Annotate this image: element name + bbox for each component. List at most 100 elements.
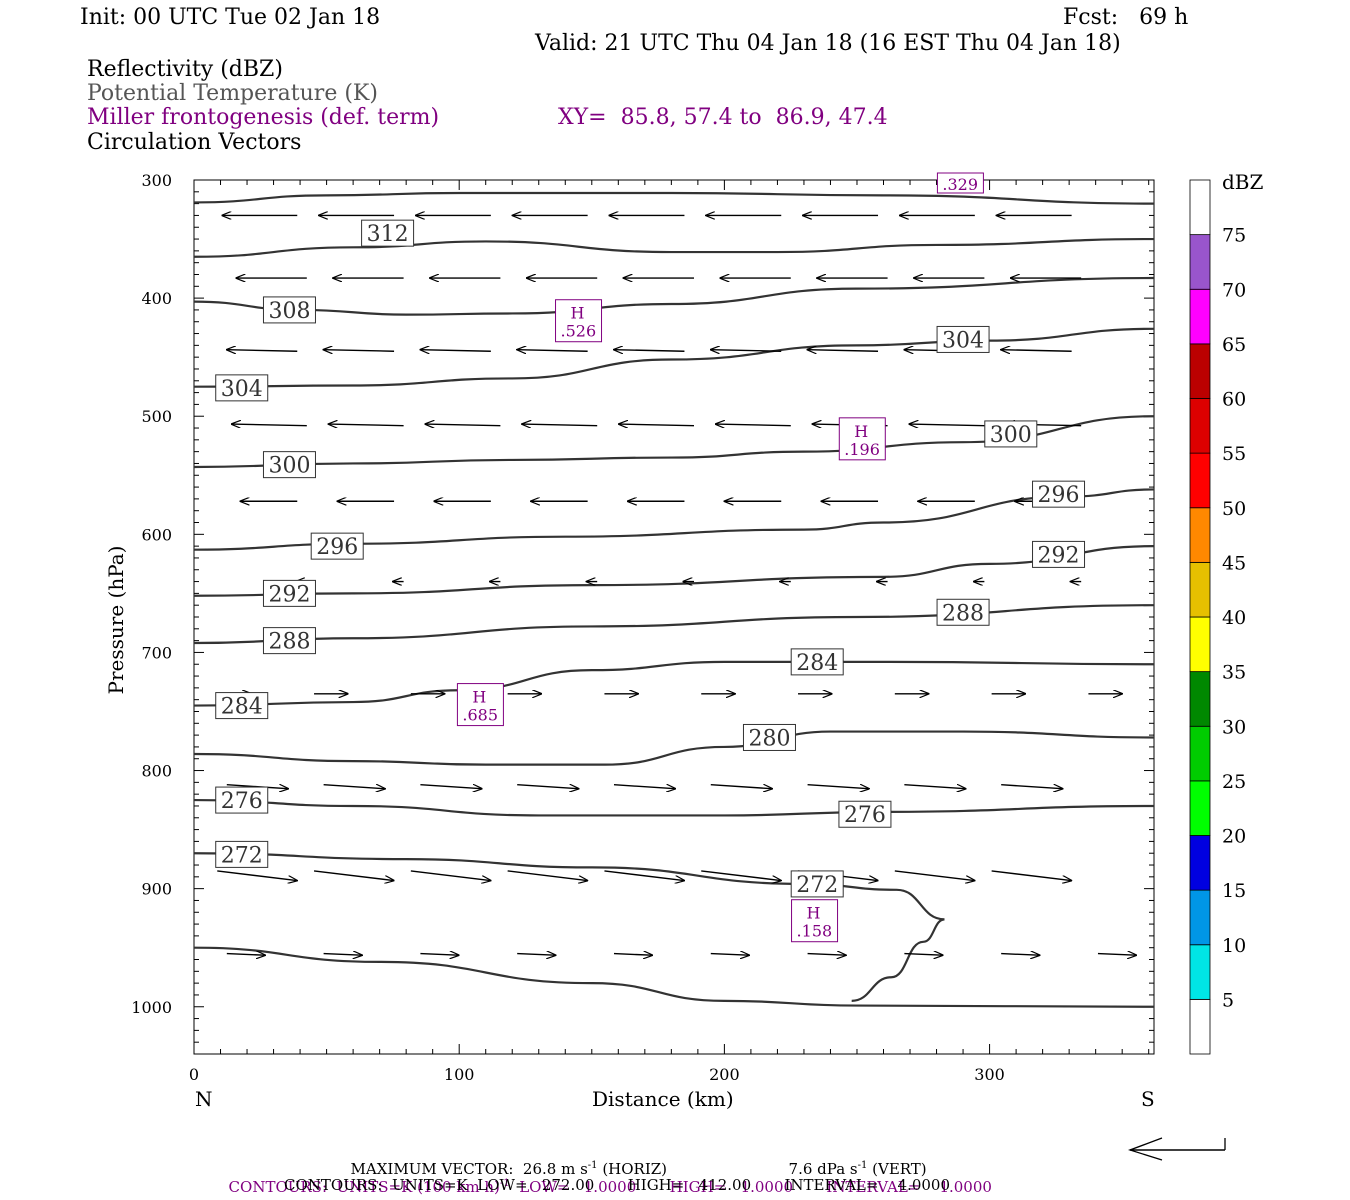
isentrope-label: 300 — [268, 454, 310, 479]
circulation-vector — [217, 870, 297, 881]
isentrope-label-box — [262, 627, 316, 655]
circulation-vector — [991, 870, 1072, 881]
colorbar-level-label: 35 — [1222, 662, 1246, 684]
field-miller: Miller frontogenesis (def. term) — [87, 105, 440, 130]
colorbar-segment — [1189, 889, 1211, 946]
x-axis-right-label: S — [1141, 1087, 1155, 1111]
circulation-vector — [522, 424, 598, 426]
y-tick-label: 300 — [141, 171, 172, 190]
frontogenesis-max-letter: H — [472, 688, 486, 707]
isentrope-label-box — [215, 374, 269, 402]
exp-2: -1 — [857, 1160, 868, 1171]
isentrope-label: 288 — [942, 601, 984, 626]
x-tick-label: 300 — [974, 1065, 1005, 1084]
circulation-vector — [1001, 784, 1062, 789]
colorbar-level-label: 30 — [1222, 716, 1246, 738]
circulation-vector — [604, 870, 684, 881]
frontogenesis-max-value: .196 — [844, 440, 880, 459]
isentrope-label-box — [215, 692, 269, 720]
colorbar-segment — [1189, 780, 1211, 836]
reference-vector — [1127, 1137, 1226, 1161]
isentrope-label: 296 — [1038, 483, 1080, 508]
field-theta: Potential Temperature (K) — [87, 81, 378, 106]
colorbar-level-label: 15 — [1222, 880, 1246, 902]
circulation-vector — [613, 784, 675, 789]
circulation-vector — [1001, 350, 1072, 352]
isentrope-label: 280 — [748, 726, 790, 751]
forecast-hour: Fcst: 69 h — [1063, 5, 1189, 30]
circulation-vector — [507, 870, 588, 881]
circulation-vector — [425, 424, 501, 426]
circulation-vector — [909, 424, 985, 426]
y-tick-label: 400 — [141, 289, 172, 308]
frontogenesis-max-value: .158 — [797, 922, 833, 941]
footer-contours-2: CONTOURS: UNITS=K LOW= 272.00 HIGH= 412.… — [284, 1176, 950, 1194]
isentrope-label-box — [790, 648, 844, 676]
colorbar-segment — [1189, 835, 1211, 891]
isentrope-label: 300 — [990, 423, 1032, 448]
circulation-vector — [324, 350, 395, 352]
circulation-vector — [904, 784, 965, 789]
frontogenesis-max-box — [838, 417, 886, 461]
isentrope-line — [193, 276, 1155, 316]
colorbar-segment — [1189, 998, 1211, 1055]
isentrope-label-box — [262, 451, 316, 479]
y-tick-label: 900 — [141, 880, 172, 899]
isentrope-line — [193, 545, 1155, 597]
footer-max-vector: MAXIMUM VECTOR: 26.8 m s-1 (HORIZ) — [341, 1140, 668, 1178]
x-tick-label: 200 — [709, 1065, 740, 1084]
frontogenesis-max-box — [555, 299, 603, 343]
circulation-vector — [410, 870, 491, 881]
frontogenesis-max-letter: H — [571, 304, 585, 323]
field-vectors: Circulation Vectors — [87, 130, 302, 155]
exp-1: -1 — [587, 1160, 598, 1171]
circulation-vector — [894, 870, 975, 881]
isentrope-label: 292 — [1038, 543, 1080, 568]
isentrope-line — [193, 660, 1155, 707]
isentrope-label-box — [838, 800, 892, 828]
colorbar-segment — [1189, 507, 1211, 563]
isentrope-label-box — [215, 786, 269, 814]
circulation-vector — [716, 424, 791, 426]
frontogenesis-max-box — [936, 172, 984, 194]
valid-time: Valid: 21 UTC Thu 04 Jan 18 (16 EST Thu … — [535, 31, 1121, 56]
circulation-vector — [807, 954, 846, 956]
isentrope-label-box — [936, 598, 990, 626]
circulation-vector — [323, 954, 362, 956]
frontogenesis-max-letter: H — [807, 904, 821, 923]
circulation-vector — [323, 784, 385, 789]
circulation-vector — [517, 784, 578, 789]
circulation-vector — [710, 784, 772, 789]
frontogenesis-max-value: .329 — [942, 175, 978, 194]
isentrope-label: 292 — [268, 582, 310, 607]
isentrope-label-box — [310, 532, 364, 560]
x-axis-title: Distance (km) — [592, 1087, 734, 1111]
colorbar-level-label: 75 — [1222, 225, 1246, 247]
y-tick-label: 700 — [141, 643, 172, 662]
y-tick-label: 500 — [141, 407, 172, 426]
isentrope-label-box — [742, 723, 796, 751]
frontogenesis-max-box — [791, 899, 839, 943]
frontogenesis-max-value: .526 — [561, 322, 597, 341]
isentrope-label: 304 — [942, 328, 984, 353]
colorbar-segment — [1189, 179, 1211, 236]
circulation-vector — [420, 350, 491, 352]
circulation-vector — [613, 954, 652, 956]
max-vector-vert-tail: (VERT) — [872, 1160, 927, 1178]
colorbar-level-label: 70 — [1222, 279, 1246, 301]
colorbar-segment — [1189, 343, 1211, 399]
isentrope-label-box — [1032, 480, 1086, 508]
isentrope-label-box — [262, 296, 316, 324]
contours1-a: CONTOURS: UNITS=K (100 km h) — [228, 1178, 500, 1196]
circulation-vector — [619, 424, 695, 426]
circulation-vector — [420, 784, 481, 789]
footer-max-vector-vert: 7.6 dPa s-1 (VERT) — [779, 1140, 927, 1178]
colorbar-level-label: 65 — [1222, 334, 1246, 356]
circulation-vector — [711, 350, 782, 352]
isentrope-label: 276 — [221, 789, 263, 814]
isentrope-label: 284 — [796, 651, 838, 676]
colorbar-level-label: 5 — [1222, 989, 1234, 1011]
circulation-vector — [807, 784, 869, 789]
isentrope-line — [193, 604, 1155, 645]
colorbar-title: dBZ — [1222, 170, 1264, 194]
